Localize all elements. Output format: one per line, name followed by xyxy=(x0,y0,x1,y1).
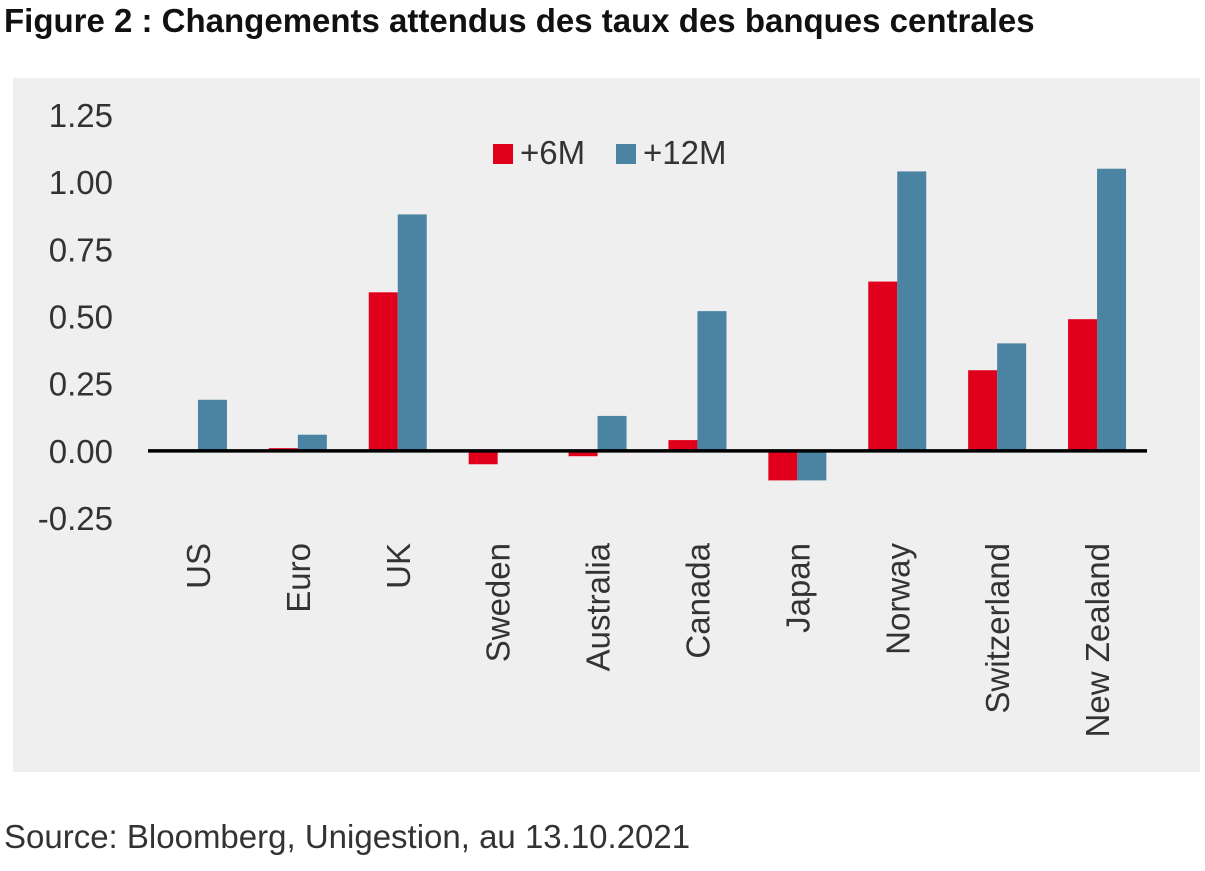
bar-plus6m-uk xyxy=(368,292,398,451)
bar-plus12m-canada xyxy=(697,311,727,451)
x-tick-label: Australia xyxy=(580,542,617,671)
bar-plus12m-japan xyxy=(797,450,827,481)
legend-label-plus6m: +6M xyxy=(520,134,585,171)
bar-plus6m-new-zealand xyxy=(1068,319,1098,451)
x-tick-label: New Zealand xyxy=(1079,543,1116,737)
source-note: Source: Bloomberg, Unigestion, au 13.10.… xyxy=(4,818,691,855)
bar-plus6m-japan xyxy=(768,450,798,481)
y-tick-label: 0.50 xyxy=(49,299,113,336)
x-tick-label: Norway xyxy=(879,543,916,655)
x-tick-label: UK xyxy=(380,543,417,589)
x-tick-label: Euro xyxy=(280,543,317,613)
bar-plus12m-switzerland xyxy=(997,343,1027,451)
figure-title: Figure 2 : Changements attendus des taux… xyxy=(4,2,1035,39)
x-tick-label: Japan xyxy=(779,543,816,633)
y-tick-label: 1.25 xyxy=(49,97,113,134)
legend-label-plus12m: +12M xyxy=(643,134,726,171)
x-tick-label: Canada xyxy=(679,542,716,658)
x-tick-label: US xyxy=(180,543,217,589)
bar-plus6m-australia xyxy=(568,450,598,457)
y-tick-label: 0.75 xyxy=(49,231,113,268)
y-tick-label: 0.25 xyxy=(49,366,113,403)
bar-plus12m-new-zealand xyxy=(1097,168,1127,451)
bar-plus12m-euro xyxy=(297,434,327,451)
bar-plus6m-canada xyxy=(668,440,698,451)
legend-swatch-plus12m xyxy=(616,144,636,164)
bar-plus12m-australia xyxy=(597,415,627,451)
x-tick-label: Switzerland xyxy=(979,543,1016,714)
bar-plus12m-norway xyxy=(897,171,927,451)
bar-plus6m-sweden xyxy=(468,450,498,465)
y-tick-label: 0.00 xyxy=(49,433,113,470)
y-tick-label: 1.00 xyxy=(49,164,113,201)
bar-plus12m-us xyxy=(197,399,227,451)
bar-plus6m-switzerland xyxy=(968,370,998,451)
legend-swatch-plus6m xyxy=(493,144,513,164)
bar-plus6m-norway xyxy=(868,281,898,451)
bar-plus12m-uk xyxy=(397,214,427,451)
x-tick-label: Sweden xyxy=(480,543,517,662)
y-tick-label: -0.25 xyxy=(38,500,113,537)
